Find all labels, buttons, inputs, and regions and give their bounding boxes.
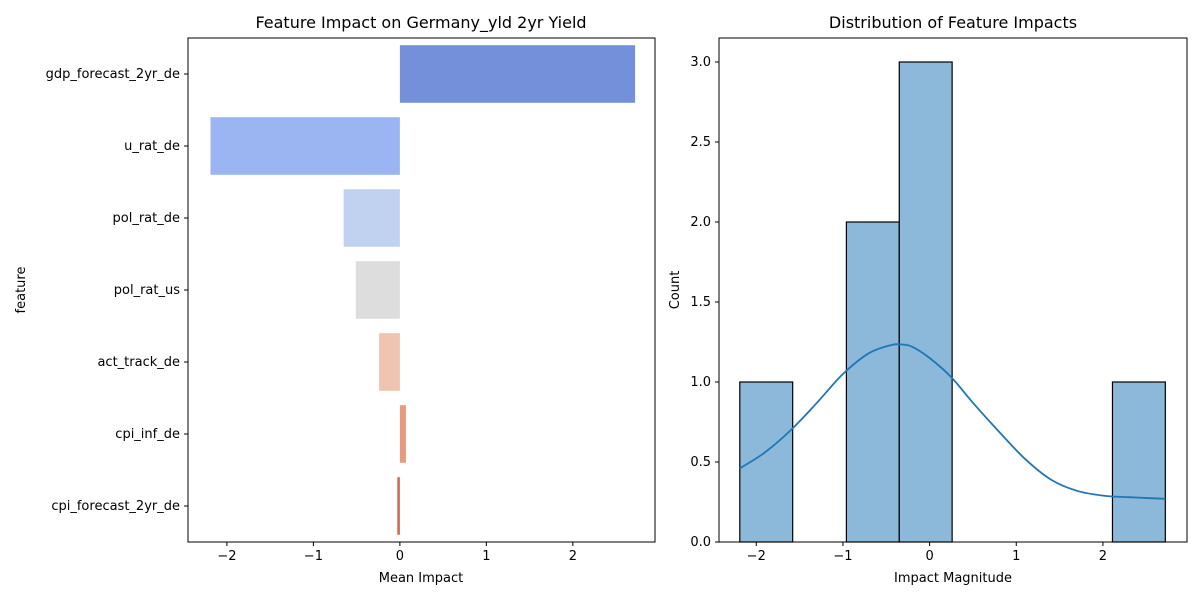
histogram-bin	[1111, 381, 1166, 543]
y-tick-label: 2.0	[690, 215, 711, 230]
bar-cpi_inf_de	[399, 405, 406, 463]
y-tick-label: pol_rat_us	[114, 283, 180, 298]
y-tick-label: cpi_inf_de	[115, 427, 180, 442]
bar-u_rat_de	[210, 117, 400, 175]
bar-chart-bars	[210, 45, 636, 535]
bar-chart-frame	[187, 37, 656, 543]
x-tick-label: 1	[1012, 549, 1020, 564]
x-tick-label: 1	[482, 549, 490, 564]
y-tick-label: act_track_de	[97, 355, 180, 370]
bar-chart-x-axis-label: Mean Impact	[379, 571, 464, 586]
x-tick-label: 2	[569, 549, 577, 564]
histogram-axes: −2 −1 0 1 2 0.0 0.5 1.0 1.5 2.0 2.5 3.0	[690, 37, 1188, 564]
histogram-kde-curve	[739, 343, 1166, 500]
histogram-y-axis-label: Count	[668, 271, 683, 310]
y-tick-label: 1.0	[690, 375, 711, 390]
y-tick-label: u_rat_de	[124, 139, 180, 154]
histogram-panel: Distribution of Feature Impacts −2 −1 0 1 2 0…	[668, 13, 1188, 586]
bar-cpi_forecast_2yr_de	[397, 477, 400, 535]
histogram-bin	[845, 221, 900, 543]
x-tick-label: 0	[396, 549, 404, 564]
y-tick-label: 2.5	[690, 135, 711, 150]
y-tick-label: 1.5	[690, 295, 711, 310]
kde-line	[739, 343, 1166, 500]
bar-pol_rat_de	[343, 189, 400, 247]
histogram-title: Distribution of Feature Impacts	[829, 13, 1077, 32]
y-tick-label: cpi_forecast_2yr_de	[51, 499, 180, 514]
x-tick-label: −1	[304, 549, 323, 564]
bar-chart-axes: gdp_forecast_2yr_de u_rat_de pol_rat_depol…	[46, 37, 656, 564]
histogram-bins	[739, 61, 1166, 543]
histogram-frame	[718, 37, 1188, 543]
bar-act_track_de	[379, 333, 400, 391]
x-tick-label: −2	[747, 549, 766, 564]
bar-chart-title: Feature Impact on Germany_yld 2yr Yield	[255, 13, 586, 33]
histogram-bin	[898, 61, 953, 543]
bar-chart-panel: Feature Impact on Germany_yld 2yr Yield …	[14, 13, 656, 586]
x-tick-label: 2	[1099, 549, 1107, 564]
bar-gdp_forecast_2yr_de	[399, 45, 636, 103]
bar-chart-y-axis-label: feature	[14, 267, 29, 314]
histogram-x-axis-label: Impact Magnitude	[894, 571, 1012, 586]
y-tick-label: 3.0	[690, 55, 711, 70]
histogram-bin	[739, 381, 794, 543]
y-tick-label: 0.0	[690, 535, 711, 550]
y-tick-label: gdp_forecast_2yr_de	[46, 67, 180, 82]
y-tick-label: 0.5	[690, 455, 711, 470]
bar-pol_rat_us	[355, 261, 400, 319]
x-tick-label: −1	[833, 549, 852, 564]
x-tick-label: −2	[217, 549, 236, 564]
x-tick-label: 0	[925, 549, 933, 564]
y-tick-label: pol_rat_de	[113, 211, 180, 226]
